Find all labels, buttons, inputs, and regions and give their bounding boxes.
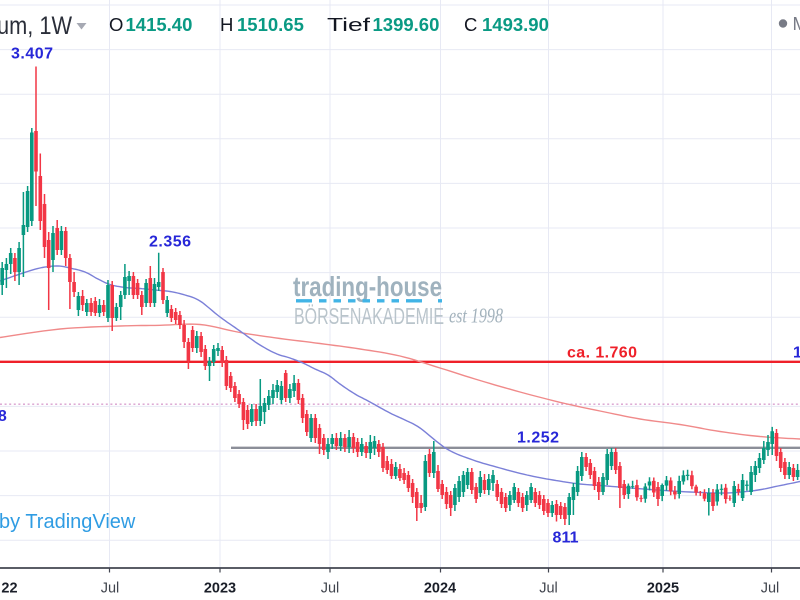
svg-text:1493.90: 1493.90	[482, 14, 549, 35]
svg-text:2.356: 2.356	[149, 234, 191, 251]
svg-text:Tief: Tief	[327, 14, 371, 35]
svg-text:Jul: Jul	[539, 581, 558, 597]
svg-text:1.252: 1.252	[517, 430, 559, 447]
svg-text:BÖRSENAKADEMIE: BÖRSENAKADEMIE	[294, 303, 444, 329]
svg-text:48: 48	[0, 408, 7, 425]
svg-text:811: 811	[553, 530, 579, 547]
svg-text:1.43: 1.43	[793, 345, 800, 362]
svg-text:H: H	[220, 14, 233, 35]
svg-text:Jul: Jul	[321, 581, 340, 597]
svg-text:Jul: Jul	[761, 581, 780, 597]
svg-text:3.407: 3.407	[11, 46, 53, 63]
svg-text:est 1998: est 1998	[449, 304, 503, 328]
svg-text:2023: 2023	[204, 581, 236, 597]
svg-text:Jul: Jul	[101, 581, 120, 597]
svg-text:by TradingView: by TradingView	[0, 511, 136, 533]
svg-text:C: C	[464, 14, 477, 35]
svg-text:2024: 2024	[424, 581, 456, 597]
svg-text:trading-house: trading-house	[293, 271, 442, 302]
svg-text:O: O	[109, 14, 123, 35]
svg-text:ca. 1.760: ca. 1.760	[567, 345, 637, 362]
svg-text:1510.65: 1510.65	[237, 14, 304, 35]
svg-text:2025: 2025	[647, 581, 679, 597]
svg-text:1415.40: 1415.40	[126, 14, 193, 35]
svg-text:M: M	[793, 14, 800, 34]
svg-text:1399.60: 1399.60	[373, 14, 440, 35]
svg-text:um, 1W: um, 1W	[0, 12, 72, 40]
svg-text:22: 22	[1, 581, 17, 597]
